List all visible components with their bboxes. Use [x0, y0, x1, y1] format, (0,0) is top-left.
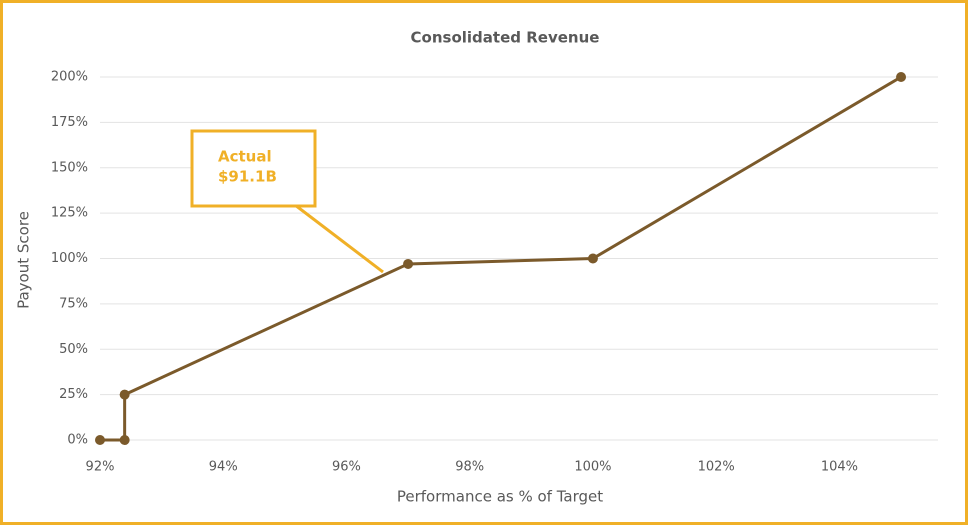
data-point	[403, 258, 414, 269]
y-tick-label: 75%	[59, 296, 88, 311]
annotation-leader	[294, 203, 384, 274]
data-point	[95, 435, 105, 445]
y-tick-label: 175%	[51, 115, 88, 130]
data-point	[119, 435, 130, 445]
annotation-box	[190, 129, 317, 208]
x-tick-label: 104%	[821, 460, 858, 475]
x-tick-label: 94%	[209, 460, 238, 475]
y-tick-label: 150%	[51, 160, 88, 175]
y-axis-title: Payout Score	[15, 211, 33, 309]
chart-title: Consolidated Revenue	[411, 29, 600, 47]
y-tick-label: 100%	[51, 251, 88, 266]
x-axis-title: Performance as % of Target	[397, 488, 603, 506]
x-tick-label: 102%	[698, 460, 735, 475]
y-tick-label: 0%	[67, 433, 88, 448]
data-point	[119, 389, 130, 400]
data-point	[896, 72, 907, 82]
x-tick-label: 96%	[332, 460, 361, 475]
y-tick-label: 50%	[59, 342, 88, 357]
y-tick-label: 25%	[59, 387, 88, 402]
y-tick-label: 125%	[51, 206, 88, 221]
x-tick-label: 92%	[86, 460, 115, 475]
annotation-text: $91.1B	[218, 168, 277, 186]
x-tick-label: 98%	[455, 460, 484, 475]
y-tick-label: 200%	[51, 70, 88, 85]
annotation-text: Actual	[218, 148, 272, 166]
x-tick-label: 100%	[574, 460, 611, 475]
data-point	[587, 253, 598, 264]
